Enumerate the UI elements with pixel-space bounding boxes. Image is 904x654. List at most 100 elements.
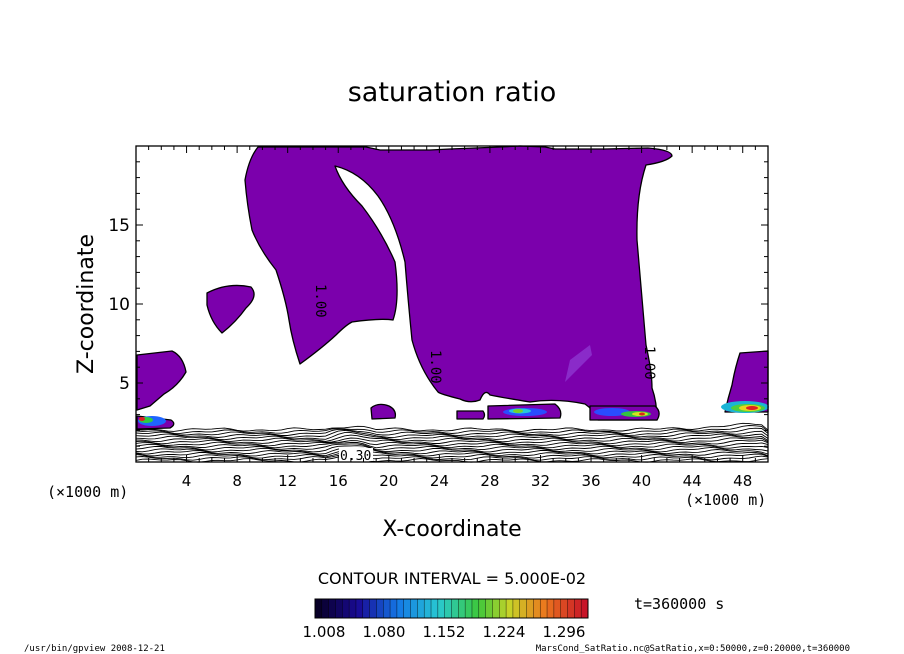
colorbar-swatch <box>512 599 521 618</box>
contour-label-1: 1.00 <box>312 284 328 318</box>
colorbar-swatch <box>519 599 527 618</box>
colorbar-swatch <box>540 599 548 618</box>
contour-line <box>135 443 769 451</box>
colorbar-swatch <box>492 599 500 618</box>
colorbar-swatch <box>574 599 582 618</box>
colorbar-swatch <box>321 599 329 618</box>
x-tick-label: 48 <box>733 472 752 490</box>
x-axis: 4 8 12 16 20 24 28 32 36 40 44 48 <box>148 146 756 490</box>
colorbar-tick-label: 1.224 <box>483 623 526 641</box>
hotspot-39km-red <box>639 412 645 416</box>
colorbar-swatch <box>485 599 493 618</box>
contour-line <box>135 445 769 453</box>
x-tick-label: 40 <box>632 472 651 490</box>
x-tick-label: 20 <box>379 472 398 490</box>
purple-streak-34km <box>565 345 592 382</box>
colorbar-swatch <box>547 599 555 618</box>
colorbar-swatch <box>560 599 568 618</box>
plot-area: 1.00 1.00 1.00 0.30 <box>135 145 769 464</box>
colorbar-swatch <box>465 599 473 618</box>
contour-line <box>135 434 769 443</box>
colorbar-swatch <box>431 599 439 618</box>
colorbar-swatch <box>471 599 480 618</box>
purple-region-main <box>244 145 673 421</box>
contour-label-bg <box>339 448 373 461</box>
x-tick-label: 4 <box>182 472 192 490</box>
y-tick-label: 15 <box>108 216 130 236</box>
hotspot-right-red <box>746 406 758 410</box>
colorbar-tick-label: 1.152 <box>423 623 466 641</box>
x-axis-label: X-coordinate <box>382 517 521 542</box>
x-tick-label: 16 <box>329 472 348 490</box>
colorbar-swatch <box>437 599 445 618</box>
colorbar-swatch <box>383 599 391 618</box>
contour-label-3: 1.00 <box>641 346 657 380</box>
chart-title: saturation ratio <box>348 77 557 108</box>
purple-region-right <box>724 350 769 413</box>
contour-line <box>135 437 769 445</box>
x-tick-label: 28 <box>480 472 499 490</box>
colorbar-tick-labels: 1.008 1.080 1.152 1.224 1.296 <box>303 623 586 641</box>
contour-line <box>135 425 769 434</box>
y-tick-label: 10 <box>108 295 130 315</box>
colorbar-swatch <box>451 599 459 618</box>
colorbar-swatch <box>328 599 336 618</box>
contour-interval-label: CONTOUR INTERVAL = 5.000E-02 <box>318 569 586 588</box>
colorbar-swatch <box>553 599 562 618</box>
x-axis-unit-left: (×1000 m) <box>47 483 128 501</box>
contour-label-2: 1.00 <box>427 350 443 384</box>
contour-line <box>135 422 769 432</box>
colorbar-swatch <box>499 599 507 618</box>
x-tick-label: 12 <box>278 472 297 490</box>
colorbar-swatch <box>424 599 432 618</box>
purple-region-small-blob <box>206 284 255 334</box>
colorbar-swatch <box>349 599 357 618</box>
colorbar-swatch <box>581 599 589 618</box>
supersaturated-regions <box>136 145 769 430</box>
footer-left: /usr/bin/gpview 2008-12-21 <box>24 644 165 654</box>
high-saturation-hotspots <box>138 401 769 426</box>
colorbar-swatch <box>526 599 534 618</box>
colorbar-swatch <box>478 599 486 618</box>
contour-line <box>135 450 769 457</box>
contour-line <box>135 432 769 441</box>
colorbar-swatch <box>444 599 452 618</box>
purple-region-left <box>136 350 187 411</box>
x-tick-label: 8 <box>232 472 242 490</box>
contour-line <box>135 441 769 449</box>
x-axis-unit-right: (×1000 m) <box>685 491 766 509</box>
colorbar-swatch <box>315 599 323 618</box>
y-tick-label: 5 <box>119 374 130 394</box>
contour-line <box>135 447 769 455</box>
y-axis-label: Z-coordinate <box>74 234 99 374</box>
colorbar-swatch <box>458 599 466 618</box>
colorbar-swatch <box>396 599 405 618</box>
colorbar-swatch <box>369 599 377 618</box>
hotspot-31km-green <box>513 409 523 413</box>
colorbar-swatch <box>376 599 384 618</box>
colorbar-swatch <box>403 599 411 618</box>
purple-patch-19km <box>370 403 397 420</box>
colorbar-swatch <box>567 599 575 618</box>
x-tick-label: 36 <box>581 472 600 490</box>
colorbar-swatch <box>355 599 364 618</box>
time-label: t=360000 s <box>634 595 724 613</box>
colorbar-swatch <box>506 599 514 618</box>
colorbar-frame <box>314 598 589 619</box>
colorbar-swatch <box>335 599 343 618</box>
colorbar-swatch <box>390 599 398 618</box>
colorbar-swatch <box>417 599 425 618</box>
colorbar-swatch <box>362 599 370 618</box>
contour-line <box>135 439 769 447</box>
colorbar-tick-label: 1.080 <box>363 623 406 641</box>
contour-line <box>135 427 769 437</box>
colorbar-tick-label: 1.008 <box>303 623 346 641</box>
x-tick-label: 44 <box>683 472 702 490</box>
contour-line <box>135 452 769 459</box>
y-axis: 5 10 15 <box>108 161 768 447</box>
purple-patch-26km <box>456 410 486 420</box>
colorbar-tick-label: 1.296 <box>543 623 586 641</box>
colorbar-swatch <box>533 599 541 618</box>
x-tick-label: 32 <box>531 472 550 490</box>
